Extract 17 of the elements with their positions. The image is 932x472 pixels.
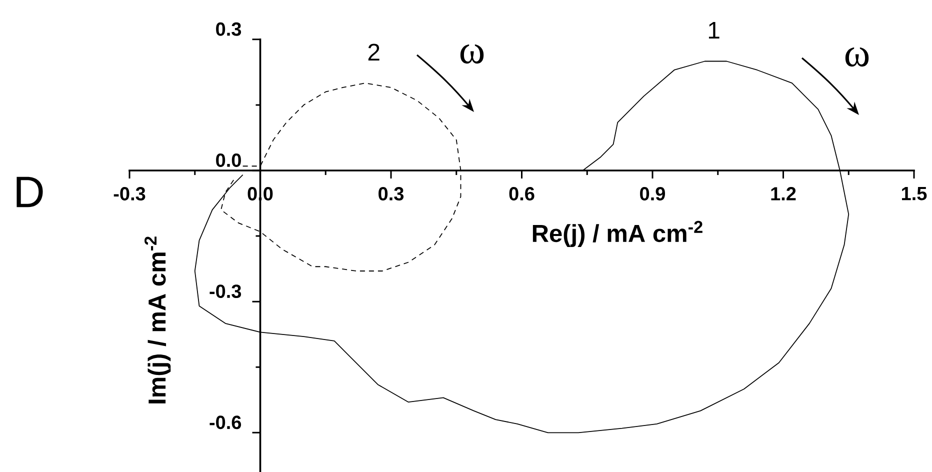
y-tick-label: 0.3: [216, 22, 242, 36]
x-tick-label: 1.5: [902, 187, 927, 200]
x-tick-label: 1.2: [771, 187, 796, 200]
text: D: [16, 176, 43, 208]
x-tick-label: 0.6: [509, 187, 534, 200]
x-tick-label: -0.3: [114, 187, 146, 201]
y-tick-label: -0.3: [210, 284, 242, 298]
y-axis-title: Im(j) / mA cm$^{-2}$: [144, 236, 171, 404]
x-tick-label: 0.9: [640, 187, 666, 200]
annotation: ω: [460, 44, 484, 64]
series-label: 1: [708, 22, 720, 39]
y-tick-label: -0.6: [210, 416, 242, 430]
series-label: 2: [368, 44, 380, 60]
annotation: ω: [845, 47, 869, 67]
x-tick-label: 0.3: [378, 187, 404, 201]
x-axis-title: Re(j) / mA cm$^{-2}$: [532, 220, 702, 247]
y-tick-label: 0.0: [216, 154, 241, 167]
